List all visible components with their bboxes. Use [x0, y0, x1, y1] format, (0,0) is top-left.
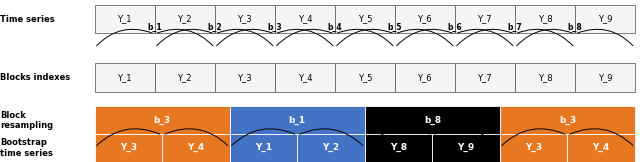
Text: Y_8: Y_8	[538, 73, 552, 82]
FancyBboxPatch shape	[395, 63, 455, 92]
Text: Time series: Time series	[0, 15, 54, 23]
FancyBboxPatch shape	[335, 63, 395, 92]
FancyBboxPatch shape	[230, 134, 297, 162]
FancyBboxPatch shape	[568, 134, 635, 162]
Text: Y_3: Y_3	[120, 143, 137, 152]
Text: b_7: b_7	[508, 23, 522, 32]
FancyBboxPatch shape	[95, 63, 155, 92]
Text: Y_9: Y_9	[458, 143, 475, 152]
FancyBboxPatch shape	[155, 63, 215, 92]
FancyBboxPatch shape	[95, 106, 230, 134]
Text: b_3: b_3	[268, 23, 282, 32]
FancyBboxPatch shape	[275, 63, 335, 92]
Text: Y_4: Y_4	[298, 73, 312, 82]
FancyBboxPatch shape	[575, 63, 635, 92]
Text: Y_3: Y_3	[237, 73, 252, 82]
FancyBboxPatch shape	[455, 5, 515, 33]
Text: b_8: b_8	[424, 116, 441, 125]
Text: Y_8: Y_8	[390, 143, 407, 152]
Text: Y_9: Y_9	[598, 73, 612, 82]
Text: Y_1: Y_1	[118, 73, 132, 82]
FancyBboxPatch shape	[155, 5, 215, 33]
FancyBboxPatch shape	[455, 63, 515, 92]
Text: Y_5: Y_5	[358, 73, 372, 82]
Text: b_1: b_1	[289, 116, 306, 125]
Text: Y_7: Y_7	[477, 73, 492, 82]
Text: Y_1: Y_1	[255, 143, 272, 152]
FancyBboxPatch shape	[163, 134, 230, 162]
FancyBboxPatch shape	[335, 5, 395, 33]
FancyBboxPatch shape	[230, 106, 365, 134]
FancyBboxPatch shape	[275, 5, 335, 33]
FancyBboxPatch shape	[365, 106, 500, 134]
Text: Y_2: Y_2	[177, 73, 192, 82]
Text: Y_9: Y_9	[598, 15, 612, 23]
Text: b_4: b_4	[328, 23, 342, 32]
FancyBboxPatch shape	[365, 134, 433, 162]
FancyBboxPatch shape	[433, 134, 500, 162]
Text: Y_2: Y_2	[177, 15, 192, 23]
Text: b_5: b_5	[388, 23, 402, 32]
Text: Y_6: Y_6	[417, 15, 432, 23]
Text: b_1: b_1	[147, 23, 162, 32]
Text: Y_6: Y_6	[417, 73, 432, 82]
Text: b_3: b_3	[559, 116, 576, 125]
Text: Y_2: Y_2	[323, 143, 340, 152]
Text: b_2: b_2	[207, 23, 222, 32]
Text: Y_5: Y_5	[358, 15, 372, 23]
FancyBboxPatch shape	[95, 5, 155, 33]
FancyBboxPatch shape	[575, 5, 635, 33]
Text: Y_4: Y_4	[298, 15, 312, 23]
Text: b_3: b_3	[154, 116, 171, 125]
Text: Blocks indexes: Blocks indexes	[0, 73, 70, 82]
Text: b_6: b_6	[447, 23, 462, 32]
Text: Y_3: Y_3	[525, 143, 542, 152]
FancyBboxPatch shape	[395, 5, 455, 33]
Text: Y_7: Y_7	[477, 15, 492, 23]
FancyBboxPatch shape	[95, 134, 163, 162]
FancyBboxPatch shape	[500, 134, 568, 162]
Text: b_8: b_8	[568, 23, 582, 32]
Text: Y_1: Y_1	[118, 15, 132, 23]
FancyBboxPatch shape	[215, 63, 275, 92]
Text: Y_3: Y_3	[237, 15, 252, 23]
FancyBboxPatch shape	[215, 5, 275, 33]
FancyBboxPatch shape	[515, 63, 575, 92]
Text: Y_4: Y_4	[188, 143, 205, 152]
FancyBboxPatch shape	[298, 134, 365, 162]
FancyBboxPatch shape	[515, 5, 575, 33]
Text: Bootstrap
time series: Bootstrap time series	[0, 138, 53, 157]
Text: Block
resampling: Block resampling	[0, 111, 53, 130]
FancyBboxPatch shape	[500, 106, 635, 134]
Text: Y_8: Y_8	[538, 15, 552, 23]
Text: Y_4: Y_4	[593, 143, 610, 152]
